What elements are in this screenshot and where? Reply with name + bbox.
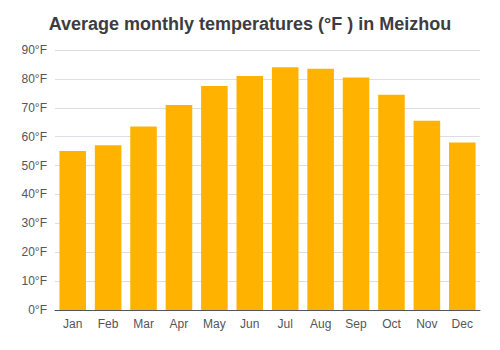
svg-text:0°F: 0°F	[28, 303, 47, 317]
svg-text:Jul: Jul	[278, 317, 293, 331]
svg-text:May: May	[203, 317, 226, 331]
svg-text:Mar: Mar	[133, 317, 154, 331]
svg-text:Apr: Apr	[170, 317, 189, 331]
svg-text:Sep: Sep	[345, 317, 367, 331]
svg-text:20°F: 20°F	[22, 245, 47, 259]
svg-text:80°F: 80°F	[22, 72, 47, 86]
svg-text:40°F: 40°F	[22, 187, 47, 201]
svg-text:Oct: Oct	[382, 317, 401, 331]
svg-text:90°F: 90°F	[22, 43, 47, 57]
svg-text:Jun: Jun	[240, 317, 259, 331]
svg-text:70°F: 70°F	[22, 101, 47, 115]
svg-text:10°F: 10°F	[22, 274, 47, 288]
svg-text:Average monthly temperatures (: Average monthly temperatures (°F ) in Me…	[49, 14, 452, 34]
svg-text:60°F: 60°F	[22, 130, 47, 144]
svg-text:Dec: Dec	[452, 317, 473, 331]
svg-text:Jan: Jan	[63, 317, 82, 331]
svg-text:50°F: 50°F	[22, 159, 47, 173]
svg-text:Aug: Aug	[310, 317, 331, 331]
svg-text:Feb: Feb	[98, 317, 119, 331]
svg-text:Nov: Nov	[416, 317, 437, 331]
svg-text:30°F: 30°F	[22, 216, 47, 230]
